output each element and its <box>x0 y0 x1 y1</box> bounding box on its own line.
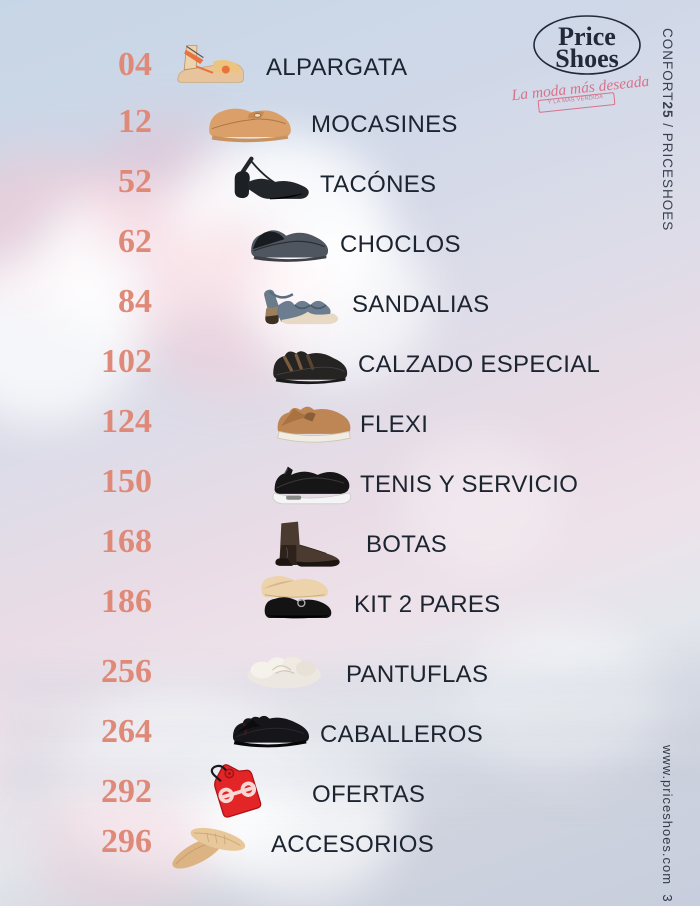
svg-text:Shoes: Shoes <box>555 44 619 73</box>
